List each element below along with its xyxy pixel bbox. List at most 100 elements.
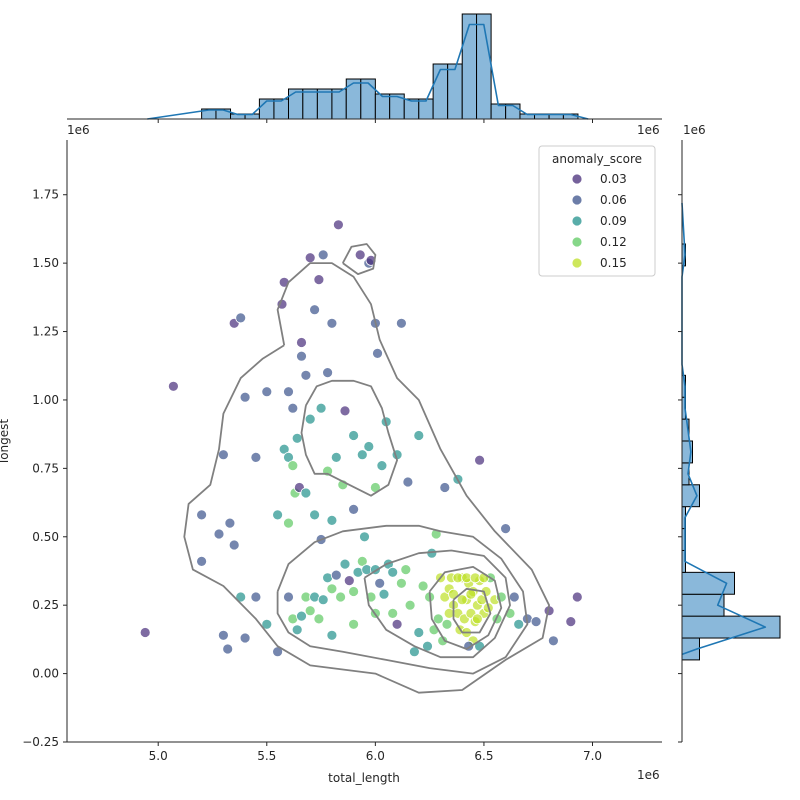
scatter-point — [387, 608, 399, 619]
scatter-point — [261, 618, 273, 630]
x-tick-label: 5.0 — [149, 749, 168, 763]
scatter-point — [400, 564, 412, 575]
scatter-point — [283, 591, 294, 603]
marginal-x-offset-label: 1e6 — [637, 123, 660, 137]
x-tick-label: 7.0 — [583, 749, 602, 763]
scatter-point — [196, 556, 208, 567]
scatter-point — [395, 317, 407, 329]
scatter-point — [317, 594, 329, 606]
x-hist-bar — [345, 78, 362, 120]
scatter-point — [456, 594, 468, 606]
scatter-point — [404, 599, 416, 611]
y-axis-label: longest — [0, 419, 11, 464]
scatter-point — [224, 517, 236, 529]
joint-axes: 5.0 5.5 6.0 6.5 7.0 −0.25 0.00 0.25 0.50 0.75 1.00… — [22, 140, 662, 763]
scatter-point — [261, 386, 273, 398]
marginal-x-histogram — [67, 13, 662, 123]
x-tick-label: 6.0 — [366, 749, 385, 763]
scatter-point — [354, 249, 366, 261]
scatter-point — [530, 616, 542, 627]
kde-contour-line — [342, 243, 377, 276]
x-hist-bar — [418, 98, 434, 120]
scatter-point — [291, 624, 303, 636]
scatter-point — [272, 509, 284, 521]
legend: anomaly_score 0.03 0.06 0.09 0.12 0.15 — [538, 145, 656, 277]
scatter-point — [335, 591, 347, 603]
scatter-point — [395, 577, 407, 589]
scatter-point — [339, 558, 351, 570]
legend-label: 0.06 — [600, 193, 627, 207]
legend-marker — [571, 194, 583, 206]
x-hist-bar — [447, 63, 463, 120]
scatter-point — [326, 583, 338, 595]
x-hist-bar — [287, 88, 304, 120]
scatter-point — [378, 588, 390, 600]
legend-label: 0.03 — [600, 172, 627, 186]
scatter-point — [313, 613, 325, 625]
scatter-point — [391, 618, 403, 630]
scatter-point — [309, 509, 321, 521]
scatter-point — [287, 402, 299, 414]
legend-frame — [538, 145, 656, 277]
scatter-point — [309, 304, 321, 316]
x-hist-bar — [403, 98, 420, 120]
scatter-point — [283, 517, 294, 529]
scatter-point — [250, 591, 262, 603]
scatter-point — [432, 613, 444, 625]
scatter-point — [348, 430, 360, 441]
scatter-point — [356, 556, 368, 567]
kde-contours — [183, 243, 550, 694]
scatter-point — [304, 413, 316, 425]
scatter-point — [372, 347, 383, 359]
x-hist-bar — [476, 13, 492, 120]
scatter-point — [296, 610, 307, 622]
y-tick-label: −0.25 — [22, 735, 59, 749]
scatter-point — [348, 586, 360, 597]
scatter-point — [330, 569, 342, 581]
scatter-point — [339, 405, 351, 417]
scatter-points — [139, 219, 583, 658]
y-tick-label: 0.00 — [32, 667, 59, 681]
scatter-point — [571, 591, 583, 603]
scatter-point — [332, 219, 344, 231]
legend-label: 0.15 — [600, 256, 627, 270]
joint-plot-area: 5.0 5.5 6.0 6.5 7.0 −0.25 0.00 0.25 0.50 0.75 1.00… — [22, 140, 662, 763]
kde-contour-line — [428, 566, 503, 650]
scatter-point — [374, 577, 386, 589]
marginal-y-histogram — [678, 140, 781, 743]
legend-marker — [571, 257, 583, 269]
x-hist-bar — [302, 88, 318, 120]
scatter-point — [508, 591, 520, 603]
scatter-point — [304, 605, 316, 617]
scatter-point — [322, 367, 334, 379]
scatter-point — [413, 627, 425, 638]
y-tick-label: 0.50 — [32, 530, 59, 544]
x-hist-bar — [432, 63, 449, 120]
legend-items: 0.03 0.06 0.09 0.12 0.15 — [571, 172, 627, 270]
scatter-point — [250, 451, 262, 463]
scatter-point — [239, 391, 251, 403]
legend-label: 0.09 — [600, 214, 627, 228]
x-offset-label: 1e6 — [637, 768, 660, 782]
legend-marker — [571, 215, 583, 227]
scatter-point — [217, 629, 229, 641]
x-tick-label: 5.5 — [257, 749, 276, 763]
scatter-point — [413, 430, 425, 441]
scatter-point — [402, 476, 414, 488]
scatter-point — [471, 613, 483, 625]
scatter-point — [500, 523, 512, 534]
scatter-point — [300, 369, 312, 381]
x-tick-label: 6.5 — [474, 749, 493, 763]
scatter-point — [356, 449, 368, 461]
scatter-point — [291, 432, 303, 444]
y-tick-label: 0.75 — [32, 461, 59, 475]
scatter-point — [343, 575, 355, 586]
scatter-point — [513, 618, 525, 630]
scatter-point — [326, 317, 338, 329]
scatter-point — [217, 449, 229, 461]
x-hist-bar — [273, 98, 289, 120]
scatter-point — [296, 337, 307, 348]
scatter-point — [417, 580, 429, 592]
legend-label: 0.12 — [600, 235, 627, 249]
